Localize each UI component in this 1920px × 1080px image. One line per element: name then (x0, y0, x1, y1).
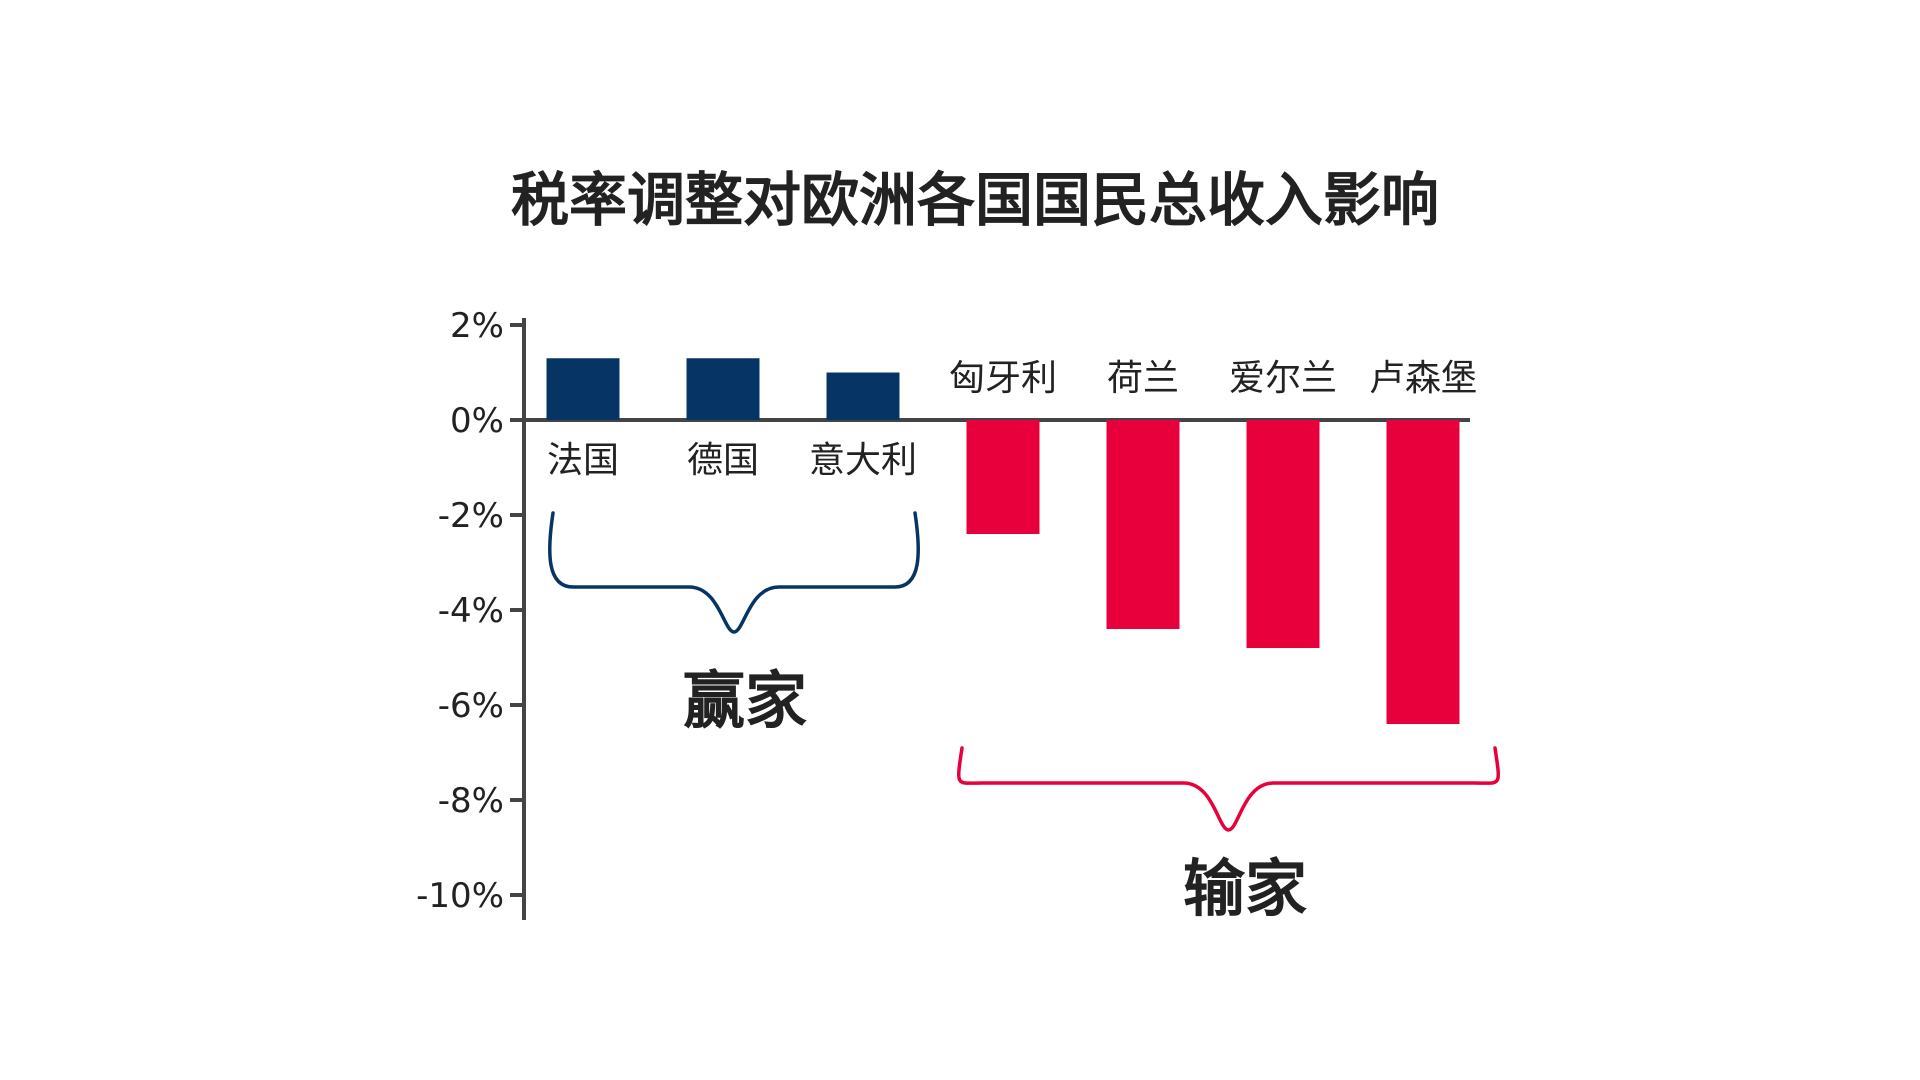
category-label: 法国 (547, 440, 619, 481)
bars (546, 358, 1460, 724)
y-tick-label: 2% (450, 306, 504, 346)
bar-6 (1246, 420, 1320, 648)
y-tick-label: -4% (438, 591, 504, 631)
losers-brace (956, 746, 1501, 832)
y-tick-label: -8% (438, 781, 504, 821)
category-label: 匈牙利 (949, 358, 1057, 399)
bar-1 (546, 358, 620, 420)
bar-2 (686, 358, 760, 420)
winners-brace (548, 511, 920, 634)
bar-7 (1386, 420, 1460, 724)
y-tick-label: -10% (416, 876, 504, 916)
winners-label: 赢家 (683, 664, 807, 737)
category-label: 德国 (687, 440, 759, 481)
chart-title: 税率调整对欧洲各国国民总收入影响 (511, 166, 1439, 234)
category-label: 爱尔兰 (1229, 358, 1337, 399)
bar-3 (826, 372, 900, 420)
category-label: 意大利 (809, 440, 917, 481)
y-tick-labels: 2% 0% -2% -4% -6% -8% -10% (416, 306, 504, 916)
bar-4 (966, 420, 1040, 534)
category-label: 荷兰 (1107, 358, 1179, 399)
y-tick-label: -2% (438, 496, 504, 536)
y-tick-label: -6% (438, 686, 504, 726)
axis-layer (510, 318, 1470, 920)
losers-label: 输家 (1183, 852, 1307, 925)
bar-5 (1106, 420, 1180, 629)
y-tick-label: 0% (450, 401, 504, 441)
category-label: 卢森堡 (1369, 358, 1477, 399)
